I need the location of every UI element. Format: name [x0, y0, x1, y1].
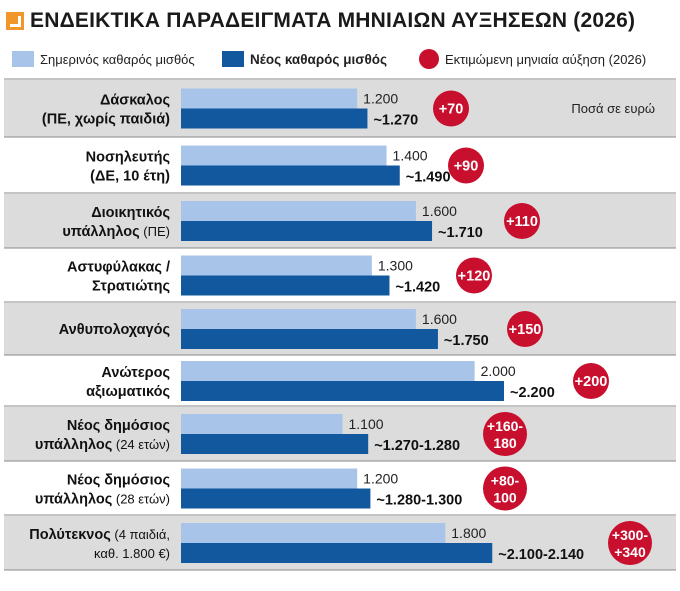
category-label-line1: Ανθυπολοχαγός: [59, 322, 170, 338]
category-label-line2: (ΠΕ, χωρίς παιδιά): [42, 112, 170, 128]
increase-label: +120: [458, 269, 491, 285]
bar-current: [181, 145, 387, 166]
value-label-current: 1.400: [393, 148, 428, 164]
value-label-new: ~1.270: [373, 113, 418, 129]
bar-new: [181, 221, 433, 241]
bar-current: [181, 468, 358, 489]
category-label-line2: αξιωματικός: [86, 384, 170, 400]
value-label-current: 1.200: [363, 91, 398, 107]
bar-new: [181, 329, 438, 349]
category-label-line2: καθ. 1.800 €): [94, 546, 170, 561]
increase-marker: [433, 90, 469, 127]
value-label-new: ~1.270-1.280: [374, 438, 460, 454]
bar-current: [181, 255, 372, 276]
increase-label: +340: [614, 544, 646, 560]
value-label-new: ~2.100-2.140: [498, 547, 584, 563]
category-label-line1: Νέος δημόσιος: [67, 418, 170, 434]
bar-new: [181, 108, 368, 129]
category-label-line1: Νέος δημόσιος: [67, 473, 170, 489]
category-label-line1: Ανώτερος: [101, 365, 170, 381]
increase-marker: [507, 311, 543, 347]
value-label-new: ~1.280-1.300: [376, 493, 462, 509]
category-row: 1.200 ~1.270 Δάσκαλος (ΠΕ, χωρίς παιδιά) +70…: [4, 80, 676, 138]
increase-marker: [448, 147, 484, 184]
increase-label: 100: [493, 490, 517, 506]
category-label-line2: (ΔΕ, 10 έτη): [90, 169, 170, 185]
increase-label: +70: [439, 102, 464, 118]
category-row: 1.100 ~1.270-1.280 Νέος δημόσιος υπάλληλος …: [4, 407, 676, 462]
category-label-line2: υπάλληλος (24 ετών): [35, 437, 170, 453]
value-label-current: 1.100: [349, 416, 384, 432]
increase-label: +300-: [612, 527, 649, 543]
category-label-line2: Στρατιώτης: [92, 279, 170, 295]
bar-new: [181, 381, 504, 401]
bar-new: [181, 165, 400, 186]
legend-swatch-new: [222, 51, 244, 67]
bar-current: [181, 361, 475, 381]
value-label-current: 1.600: [422, 203, 457, 219]
category-label-line1: Δάσκαλος: [100, 93, 170, 109]
legend-swatch-current: [12, 51, 34, 67]
increase-marker: [504, 203, 540, 239]
legend-marker-increase: [419, 49, 439, 69]
category-label-line1: Πολύτεκνος (4 παιδιά,: [29, 527, 170, 543]
bar-current: [181, 201, 416, 221]
increase-label: +80-: [491, 473, 520, 489]
increase-marker: [608, 521, 652, 565]
category-row: 1.600 ~1.710 Διοικητικός υπάλληλος (ΠΕ) +110: [4, 194, 676, 249]
category-row: 1.400 ~1.490 Νοσηλευτής (ΔΕ, 10 έτη) +90: [4, 138, 676, 194]
increase-label: +150: [509, 322, 542, 338]
value-label-current: 1.200: [363, 471, 398, 487]
increase-label: +110: [506, 214, 538, 230]
value-label-new: ~1.490: [406, 170, 451, 186]
legend-label-new: Νέος καθαρός μισθός: [250, 52, 387, 67]
category-row: 1.600 ~1.750 Ανθυπολοχαγός +150: [4, 303, 676, 356]
value-label-new: ~2.200: [510, 385, 555, 401]
bar-new: [181, 543, 493, 563]
category-row: 1.800 ~2.100-2.140 Πολύτεκνος (4 παιδιά, κα…: [4, 516, 676, 571]
bar-new: [181, 275, 390, 296]
category-row: 1.300 ~1.420 Αστυφύλακας / Στρατιώτης +120: [4, 249, 676, 303]
legend-label-current: Σημερινός καθαρός μισθός: [40, 52, 195, 67]
increase-label: +200: [575, 374, 608, 390]
value-label-new: ~1.420: [395, 280, 440, 296]
category-row: 1.200 ~1.280-1.300 Νέος δημόσιος υπάλληλος …: [4, 462, 676, 516]
value-label-current: 2.000: [481, 363, 516, 379]
category-label-line1: Αστυφύλακας /: [67, 260, 170, 276]
category-label-line2: υπάλληλος (28 ετών): [35, 492, 170, 508]
category-label-line1: Νοσηλευτής: [86, 150, 170, 166]
arrow-down-right-icon: [6, 12, 24, 30]
increase-label: +90: [454, 159, 479, 175]
bar-current: [181, 88, 358, 109]
increase-label: +160-: [487, 418, 524, 434]
increase-marker: [483, 412, 527, 456]
value-label-new: ~1.750: [444, 333, 489, 349]
category-label-line2: υπάλληλος (ΠΕ): [62, 224, 170, 240]
increase-marker: [456, 257, 492, 294]
bar-current: [181, 309, 416, 329]
value-label-current: 1.300: [378, 258, 413, 274]
title-bar: ΕΝΔΕΙΚΤΙΚΑ ΠΑΡΑΔΕΙΓΜΑΤΑ ΜΗΝΙΑΙΩΝ ΑΥΞΗΣΕΩ…: [6, 6, 635, 36]
increase-marker: [483, 466, 527, 511]
category-row: 2.000 ~2.200 Ανώτερος αξιωματικός +200: [4, 356, 676, 407]
category-label-line1: Διοικητικός: [91, 205, 170, 221]
chart-title: ΕΝΔΕΙΚΤΙΚΑ ΠΑΡΑΔΕΙΓΜΑΤΑ ΜΗΝΙΑΙΩΝ ΑΥΞΗΣΕΩ…: [30, 9, 636, 32]
increase-marker: [573, 363, 609, 399]
value-label-new: ~1.710: [438, 225, 483, 241]
bar-new: [181, 434, 369, 454]
bar-current: [181, 414, 343, 434]
unit-note: Ποσά σε ευρώ: [571, 101, 655, 116]
bar-current: [181, 523, 446, 543]
value-label-current: 1.600: [422, 311, 457, 327]
increase-label: 180: [493, 435, 517, 451]
legend-label-increase: Εκτιμώμενη μηνιαία αύξηση (2026): [445, 52, 646, 67]
bar-new: [181, 488, 371, 509]
value-label-current: 1.800: [451, 525, 486, 541]
